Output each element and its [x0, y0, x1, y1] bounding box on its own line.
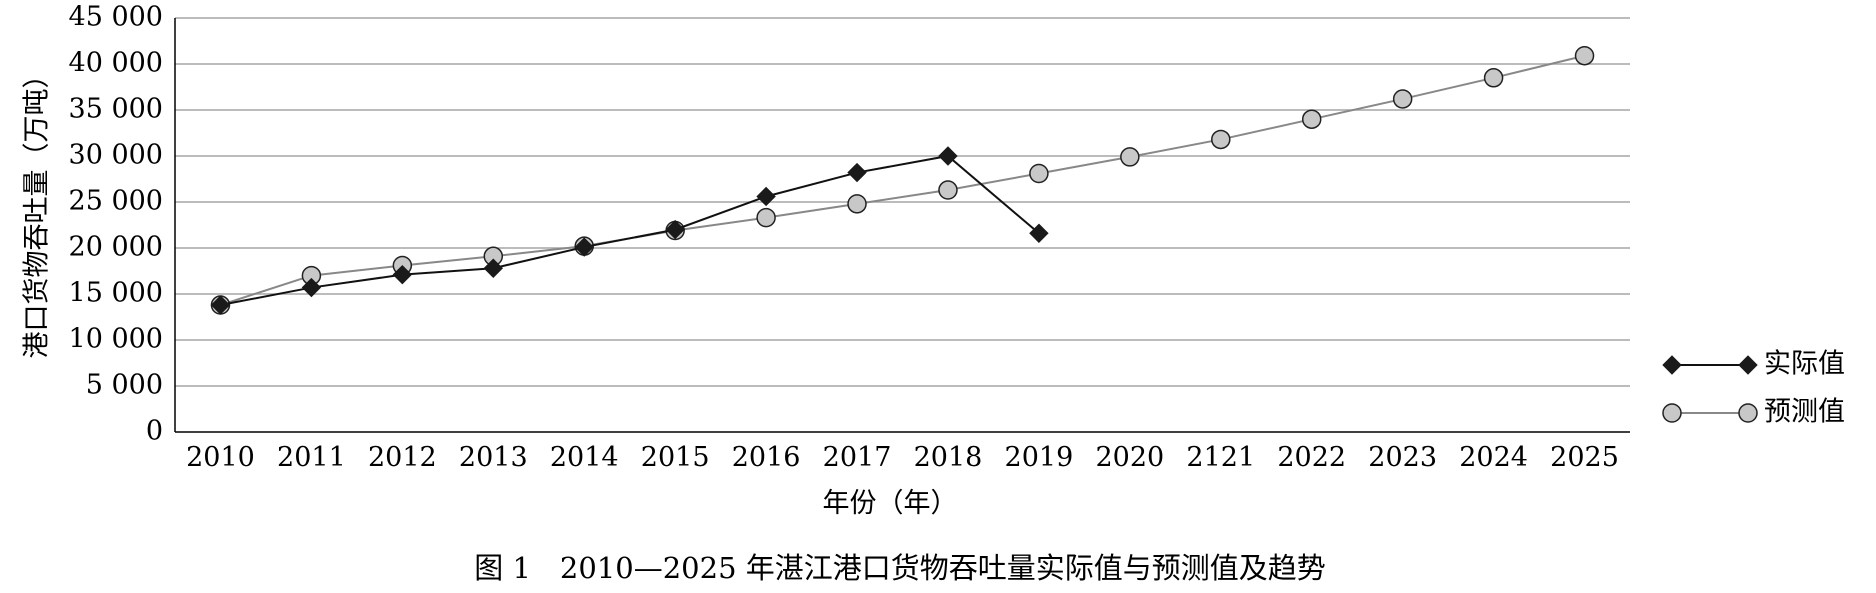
- legend-item-forecast: 预测值: [1662, 397, 1845, 428]
- data-point-actual: [665, 219, 685, 240]
- data-point-actual: [847, 162, 867, 183]
- y-tick-label: 45 000: [69, 2, 163, 33]
- data-point-actual: [756, 186, 776, 207]
- y-tick-label: 0: [146, 416, 163, 447]
- data-point-forecast: [1483, 68, 1504, 88]
- x-tick-labels: 2010 2011 2012 2013 2014 2015 2016 2017 2018 2019…: [186, 442, 1619, 473]
- y-tick-label: 30 000: [69, 140, 163, 171]
- x-tick-label: 2022: [1277, 442, 1346, 473]
- x-tick-label: 2019: [1005, 442, 1074, 473]
- y-tick-label: 35 000: [69, 94, 163, 125]
- series-line: [220, 154, 1040, 307]
- y-tick-label: 40 000: [69, 48, 163, 79]
- data-point-actual: [483, 258, 503, 278]
- y-tick-label: 20 000: [69, 232, 163, 263]
- series-actual: [210, 146, 1049, 315]
- x-tick-label: 2010: [186, 442, 255, 473]
- y-tick-label: 25 000: [69, 186, 163, 217]
- x-tick-label: 2015: [641, 442, 710, 473]
- legend-label: 实际值: [1764, 349, 1845, 380]
- data-point-forecast: [1301, 109, 1322, 129]
- data-point-forecast: [847, 194, 867, 214]
- x-tick-label: 2020: [1095, 442, 1164, 473]
- series: [210, 45, 1595, 315]
- figure-caption: 图 1 2010—2025 年湛江港口货物吞吐量实际值与预测值及趋势: [474, 551, 1326, 585]
- data-point-forecast: [1029, 163, 1049, 184]
- data-point-forecast: [1120, 147, 1140, 167]
- y-axis-title: 港口货物吞吐量（万吨）: [22, 62, 53, 359]
- x-axis-title: 年份（年）: [823, 488, 958, 519]
- y-tick-label: 15 000: [69, 278, 163, 309]
- gridlines: [175, 17, 1630, 387]
- data-point-forecast: [1574, 45, 1595, 66]
- data-point-actual: [1738, 355, 1758, 375]
- x-tick-label: 2012: [368, 442, 437, 473]
- x-tick-label: 2018: [914, 442, 983, 473]
- data-point-forecast: [938, 180, 958, 200]
- x-tick-label: 2023: [1368, 442, 1437, 473]
- data-point-forecast: [1662, 403, 1682, 423]
- axes: [174, 18, 1630, 433]
- series-line: [220, 54, 1585, 306]
- x-tick-label: 2014: [550, 442, 619, 473]
- y-tick-labels: 0 5 000 10 000 15 000 20 000 25 000 30 000 35 0…: [69, 2, 163, 447]
- data-point-actual: [392, 264, 413, 285]
- data-point-actual: [1029, 223, 1049, 243]
- legend-item-actual: 实际值: [1662, 349, 1845, 380]
- data-point-actual: [210, 295, 231, 315]
- y-tick-label: 10 000: [69, 324, 163, 355]
- data-point-actual: [301, 277, 322, 298]
- data-point-actual: [574, 237, 594, 257]
- x-tick-label: 2024: [1459, 442, 1528, 473]
- data-point-forecast: [1211, 129, 1231, 150]
- data-point-forecast: [756, 207, 776, 228]
- data-point-actual: [938, 146, 958, 166]
- x-tick-label: 2025: [1550, 442, 1619, 473]
- x-tick-label: 2121: [1186, 442, 1255, 473]
- data-point-forecast: [1738, 403, 1758, 423]
- y-tick-label: 5 000: [86, 370, 163, 401]
- data-point-forecast: [1392, 89, 1413, 109]
- x-tick-label: 2016: [732, 442, 801, 473]
- data-point-actual: [1662, 355, 1682, 375]
- legend-label: 预测值: [1764, 397, 1845, 428]
- x-tick-label: 2011: [277, 442, 346, 473]
- x-tick-label: 2013: [459, 442, 528, 473]
- x-tick-label: 2017: [823, 442, 892, 473]
